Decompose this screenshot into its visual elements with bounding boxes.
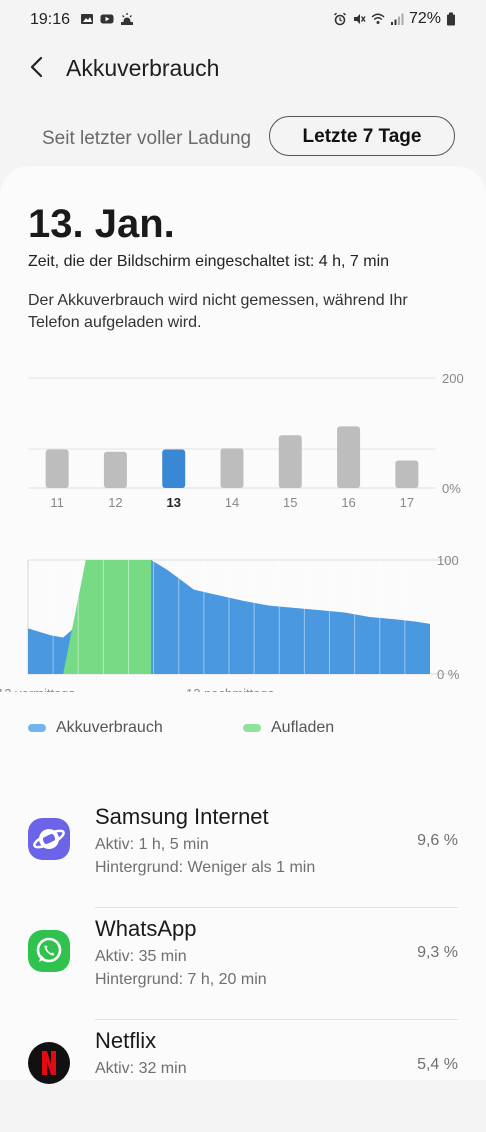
bar-11 <box>45 449 69 488</box>
app-background-time: Hintergrund: 7 h, 20 min <box>95 971 267 988</box>
selected-date: 13. Jan. <box>28 202 175 246</box>
area-xtick-am: 12 vormittags <box>0 686 76 692</box>
app-active-time: Aktiv: 1 h, 5 min <box>95 836 209 853</box>
screen-time-text: Zeit, die der Bildschirm eingeschaltet i… <box>28 253 390 270</box>
row-divider <box>95 907 458 908</box>
bar-15 <box>278 435 302 488</box>
bar-label-14: 14 <box>225 495 239 510</box>
chart-legend: Akkuverbrauch Aufladen <box>28 719 468 743</box>
bar-ytick-max: 200 <box>442 371 464 386</box>
legend-swatch-usage <box>28 724 46 732</box>
legend-label-usage: Akkuverbrauch <box>56 719 163 736</box>
bar-label-12: 12 <box>108 495 122 510</box>
signal-icon <box>390 13 404 25</box>
app-active-time: Aktiv: 32 min <box>95 1060 187 1077</box>
app-row-samsung-internet[interactable]: Samsung Internet Aktiv: 1 h, 5 min Hinte… <box>0 796 486 908</box>
alarm-icon <box>333 12 346 26</box>
weather-icon <box>121 13 133 25</box>
bar-ytick-min: 0% <box>442 481 461 496</box>
legend-swatch-charging <box>243 724 261 732</box>
bar-label-16: 16 <box>341 495 355 510</box>
app-active-time: Aktiv: 35 min <box>95 948 187 965</box>
bar-label-15: 15 <box>283 495 297 510</box>
app-name: Netflix <box>95 1028 157 1053</box>
bar-12 <box>103 451 127 488</box>
bar-label-13: 13 <box>166 495 180 510</box>
app-percent: 9,6 % <box>417 832 458 849</box>
charging-notice: Der Akkuverbrauch wird nicht gemessen, w… <box>28 292 408 331</box>
app-background-time: Hintergrund: Weniger als 1 min <box>95 859 316 876</box>
legend-label-charging: Aufladen <box>271 719 335 736</box>
battery-charts: 200 0% 11 12 13 14 15 16 17 100 0 % 12 vormittags 12… <box>0 371 464 692</box>
bar-label-17: 17 <box>400 495 414 510</box>
row-divider <box>95 1019 458 1020</box>
wifi-icon <box>371 13 385 24</box>
app-usage-list: Samsung Internet Aktiv: 1 h, 5 min Hinte… <box>0 796 486 1132</box>
usage-card: 13. Jan. Zeit, die der Bildschirm einges… <box>0 166 486 1080</box>
area-ytick-min: 0 % <box>437 667 460 682</box>
legend-item-charging: Aufladen <box>243 719 334 737</box>
mute-icon <box>353 14 366 24</box>
gallery-icon <box>81 14 93 24</box>
app-row-whatsapp[interactable]: WhatsApp Aktiv: 35 min Hintergrund: 7 h,… <box>0 908 486 1020</box>
app-percent: 9,3 % <box>417 944 458 961</box>
legend-item-usage: Akkuverbrauch <box>28 719 163 737</box>
bar-13 <box>162 449 186 488</box>
page-title: Akkuverbrauch <box>66 55 220 81</box>
samsung-internet-icon <box>28 818 70 860</box>
app-header: Akkuverbrauch <box>0 40 486 100</box>
range-tabs: Seit letzter voller Ladung Letzte 7 Tage <box>0 116 486 160</box>
area-xtick-pm: 12 nachmittags <box>186 686 275 692</box>
app-name: Samsung Internet <box>95 804 269 829</box>
netflix-icon <box>28 1042 70 1084</box>
bar-label-11: 11 <box>50 495 64 510</box>
status-time: 19:16 <box>30 11 71 28</box>
app-row-netflix[interactable]: Netflix Aktiv: 32 min 5,4 % <box>0 1020 486 1132</box>
back-arrow-icon[interactable] <box>24 53 52 81</box>
area-series-charging <box>63 560 152 674</box>
whatsapp-icon <box>28 930 70 972</box>
bar-14 <box>220 448 244 488</box>
status-bar: 19:16 72% <box>0 0 486 40</box>
youtube-icon <box>100 14 114 24</box>
app-name: WhatsApp <box>95 916 197 941</box>
battery-icon <box>447 12 455 26</box>
area-ytick-max: 100 <box>437 553 459 568</box>
battery-percent: 72% <box>408 10 441 27</box>
bar-17 <box>395 460 419 488</box>
app-percent: 5,4 % <box>417 1056 458 1073</box>
bar-16 <box>337 426 361 488</box>
tab-last-7-days[interactable]: Letzte 7 Tage <box>269 116 455 156</box>
tab-since-full-charge[interactable]: Seit letzter voller Ladung <box>42 128 252 149</box>
